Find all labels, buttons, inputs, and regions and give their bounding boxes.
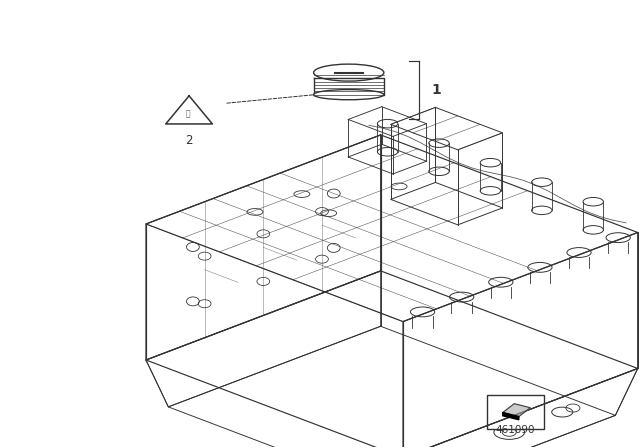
Bar [487,395,543,429]
Ellipse shape [314,64,384,81]
Polygon shape [503,413,519,420]
Text: 461090: 461090 [495,425,535,435]
Polygon shape [314,78,384,95]
Text: 1: 1 [432,83,442,97]
Text: 🖐: 🖐 [186,109,190,118]
Ellipse shape [314,90,384,100]
Text: 2: 2 [186,134,193,146]
Polygon shape [503,404,531,417]
